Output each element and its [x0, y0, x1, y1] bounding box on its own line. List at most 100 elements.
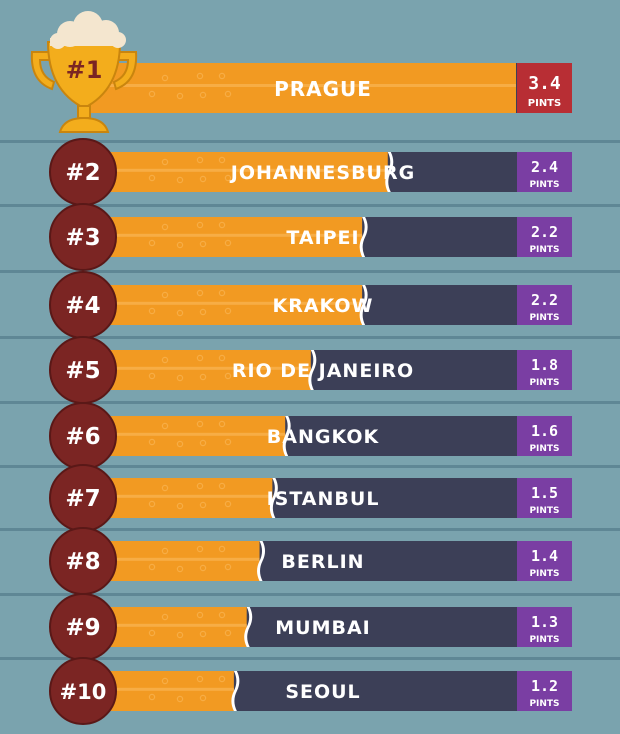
row-divider — [0, 593, 620, 596]
bar — [80, 63, 516, 113]
bubble — [224, 307, 232, 315]
bubble — [148, 629, 156, 637]
category-label: RIO DE JANEIRO — [232, 360, 414, 382]
bubble — [218, 354, 226, 362]
category-label: BERLIN — [281, 551, 364, 573]
bubble — [161, 223, 169, 231]
value-label: 1.4 — [531, 547, 558, 565]
bubble — [224, 90, 232, 98]
value-label: 1.6 — [531, 422, 558, 440]
unit-label: PINTS — [529, 699, 559, 709]
bubble — [199, 240, 207, 248]
bubble — [148, 693, 156, 701]
bubble — [176, 176, 184, 184]
row-divider — [0, 270, 620, 273]
bubble — [148, 90, 156, 98]
bar-row-10: SEOUL 1.2 PINTS #10 — [49, 657, 572, 725]
unit-label: PINTS — [529, 569, 559, 579]
bubble — [196, 156, 204, 164]
value-label: 3.4 — [528, 73, 561, 94]
bar-stripe — [80, 432, 286, 436]
bar — [80, 217, 363, 257]
category-label: JOHANNESBURG — [229, 162, 415, 184]
bubble — [199, 564, 207, 572]
value-badge — [517, 416, 572, 456]
bubble — [176, 374, 184, 382]
bar — [80, 285, 363, 325]
bubble — [224, 372, 232, 380]
bubble — [218, 482, 226, 490]
row-divider — [0, 140, 620, 143]
bubble — [218, 72, 226, 80]
bubble — [196, 611, 204, 619]
trophy-icon: #1 — [30, 11, 138, 133]
rank-label: #2 — [65, 160, 100, 186]
bubble — [224, 563, 232, 571]
bar-stripe — [80, 687, 234, 691]
category-label: PRAGUE — [274, 77, 372, 101]
bubble — [224, 500, 232, 508]
bubble — [148, 174, 156, 182]
row-divider — [0, 204, 620, 207]
bubble — [199, 694, 207, 702]
category-label: TAIPEI — [286, 227, 359, 249]
value-badge — [517, 478, 572, 518]
bubble — [176, 565, 184, 573]
chart-rows: PRAGUE 3.4 PINTS JOHANNESBURG 2.4 PINTS #2 TAIP… — [49, 63, 572, 725]
bar-foam-edge — [269, 478, 278, 518]
bubble — [196, 420, 204, 428]
bubble — [196, 354, 204, 362]
rank-label: #6 — [65, 424, 100, 450]
unit-label: PINTS — [529, 506, 559, 516]
bubble — [218, 545, 226, 553]
row-divider — [0, 657, 620, 660]
bubble — [148, 438, 156, 446]
bar-foam-edge — [231, 671, 240, 711]
value-label: 1.8 — [531, 356, 558, 374]
rank-label: #5 — [65, 358, 100, 384]
category-label: MUMBAI — [275, 617, 371, 639]
bubble — [148, 307, 156, 315]
bubble — [161, 158, 169, 166]
bar-row-6: BANGKOK 1.6 PINTS #6 — [49, 402, 572, 470]
bubble — [224, 438, 232, 446]
bubble — [148, 563, 156, 571]
bubble — [196, 482, 204, 490]
bubble — [218, 289, 226, 297]
trophy-handle-right — [112, 51, 138, 91]
value-label: 1.5 — [531, 484, 558, 502]
bar-stripe — [80, 84, 516, 87]
rank-label: #1 — [66, 56, 103, 84]
rank-label: #3 — [65, 225, 100, 251]
value-badge — [517, 285, 572, 325]
unit-label: PINTS — [529, 245, 559, 255]
unit-label: PINTS — [529, 635, 559, 645]
bubble — [161, 547, 169, 555]
bubble — [176, 309, 184, 317]
bar-stripe — [80, 494, 273, 498]
bubble — [148, 239, 156, 247]
bubble — [161, 422, 169, 430]
bubble — [196, 545, 204, 553]
bubble — [161, 74, 169, 82]
unit-label: PINTS — [529, 444, 559, 454]
rank-label: #8 — [65, 549, 100, 575]
bubble — [176, 92, 184, 100]
bubble — [161, 677, 169, 685]
bar-row-5: RIO DE JANEIRO 1.8 PINTS #5 — [49, 336, 572, 404]
category-label: BANGKOK — [267, 426, 380, 448]
bubble — [196, 675, 204, 683]
bubble — [199, 630, 207, 638]
bar-row-3: TAIPEI 2.2 PINTS #3 — [49, 203, 572, 271]
bar-row-2: JOHANNESBURG 2.4 PINTS #2 — [49, 138, 572, 206]
category-label: ISTANBUL — [267, 488, 380, 510]
bubble — [196, 72, 204, 80]
rank-label: #9 — [65, 615, 100, 641]
value-label: 2.2 — [531, 223, 558, 241]
value-label: 2.2 — [531, 291, 558, 309]
bubble — [148, 500, 156, 508]
bubble — [218, 611, 226, 619]
rank-badge — [49, 657, 117, 725]
category-label: SEOUL — [285, 681, 360, 703]
rank-badge — [49, 203, 117, 271]
